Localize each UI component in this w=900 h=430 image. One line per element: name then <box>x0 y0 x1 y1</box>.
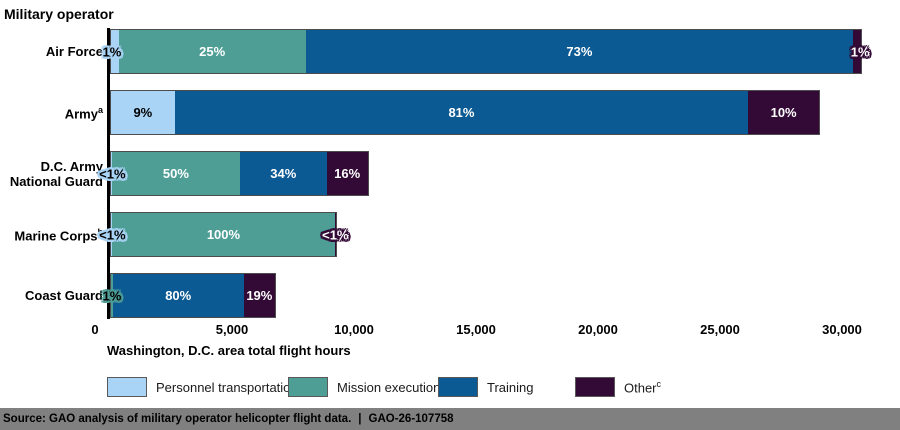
segment-personnel <box>111 152 113 195</box>
x-axis-title: Washington, D.C. area total flight hours <box>107 343 351 358</box>
bar-row-air-force: 25% 73% 1% 1% <box>103 29 870 74</box>
x-tick-label-10000: 10,000 <box>334 322 374 337</box>
bar-row-army: 9% 81% 10% <box>110 90 821 135</box>
bar-row-marine-corps: 100% <1% <1% <box>99 212 349 257</box>
bar-row-d-c-army-national-guard: 50% 34% 16% <1% <box>99 151 369 196</box>
segment-other <box>334 213 336 256</box>
source-text: Source: GAO analysis of military operato… <box>0 413 454 425</box>
segment-personnel: 9% <box>111 91 175 134</box>
legend-item-mission: Mission execution <box>288 377 440 397</box>
segment-training: 81% <box>174 91 749 134</box>
segment-value-label: 25% <box>199 44 226 59</box>
segment-mission <box>111 274 113 317</box>
source-report-id: GAO-26-107758 <box>368 413 454 425</box>
category-label-coast-guard: Coast Guard <box>24 288 103 303</box>
x-tick-label-15000: 15,000 <box>456 322 496 337</box>
segment-value-label: 16% <box>334 166 361 181</box>
segment-value-label: 9% <box>133 105 153 120</box>
segment-value-label: 73% <box>566 44 593 59</box>
edge-value-label-mission: 1% <box>102 288 122 303</box>
segment-other: 16% <box>326 152 368 195</box>
legend-label-training: Training <box>487 379 534 395</box>
segment-mission: 100% <box>112 213 335 256</box>
source-prefix: Source: GAO analysis of military operato… <box>3 413 352 425</box>
legend-item-training: Training <box>438 377 533 397</box>
segment-training: 73% <box>305 30 854 73</box>
segment-value-label: 81% <box>448 105 475 120</box>
x-tick-label-0: 0 <box>91 322 99 337</box>
x-tick-label-20000: 20,000 <box>578 322 618 337</box>
legend-item-other: Otherc <box>575 377 661 397</box>
legend-label-personnel: Personnel transportation <box>156 379 298 395</box>
legend-swatch-mission <box>288 377 328 397</box>
segment-personnel <box>111 30 119 73</box>
edge-value-label-personnel: <1% <box>99 166 126 181</box>
source-bar: Source: GAO analysis of military operato… <box>0 408 900 430</box>
legend-swatch-training <box>438 377 478 397</box>
bar-row-coast-guard: 80% 19% 1% <box>103 273 276 318</box>
segment-training: 80% <box>112 274 244 317</box>
segment-training: 34% <box>239 152 327 195</box>
segment-mission: 25% <box>118 30 306 73</box>
chart-title: Military operator <box>4 6 114 22</box>
y-axis-line <box>107 28 110 319</box>
category-label-marine-corps: Marine Corpsb <box>14 227 103 244</box>
edge-value-label-personnel: 1% <box>102 44 122 59</box>
legend-swatch-personnel <box>107 377 147 397</box>
legend-label-mission: Mission execution <box>337 379 441 395</box>
segment-value-label: 34% <box>270 166 297 181</box>
segment-value-label: 100% <box>206 227 241 242</box>
segment-mission: 50% <box>112 152 240 195</box>
segment-other: 19% <box>243 274 275 317</box>
source-separator: | <box>358 413 362 425</box>
category-label-army: Armya <box>64 105 103 122</box>
edge-value-label-other: 1% <box>850 44 870 59</box>
edge-value-label-other: <1% <box>322 227 349 242</box>
segment-other <box>853 30 861 73</box>
legend: Personnel transportation Mission executio… <box>0 377 900 398</box>
legend-swatch-other <box>575 377 615 397</box>
legend-item-personnel: Personnel transportation <box>107 377 298 397</box>
category-label-d-c-army-national-guard: D.C. Army National Guard <box>9 158 103 189</box>
segment-value-label: 50% <box>162 166 189 181</box>
segment-value-label: 10% <box>770 105 797 120</box>
x-tick-label-25000: 25,000 <box>700 322 740 337</box>
x-tick-label-5000: 5,000 <box>215 322 249 337</box>
legend-label-other: Otherc <box>624 378 662 396</box>
segment-other: 10% <box>748 91 820 134</box>
segment-personnel <box>111 213 113 256</box>
x-tick-label-30000: 30,000 <box>822 322 862 337</box>
category-label-air-force: Air Force <box>45 44 103 59</box>
segment-value-label: 19% <box>246 288 273 303</box>
edge-value-label-personnel: <1% <box>99 227 126 242</box>
segment-value-label: 80% <box>165 288 192 303</box>
